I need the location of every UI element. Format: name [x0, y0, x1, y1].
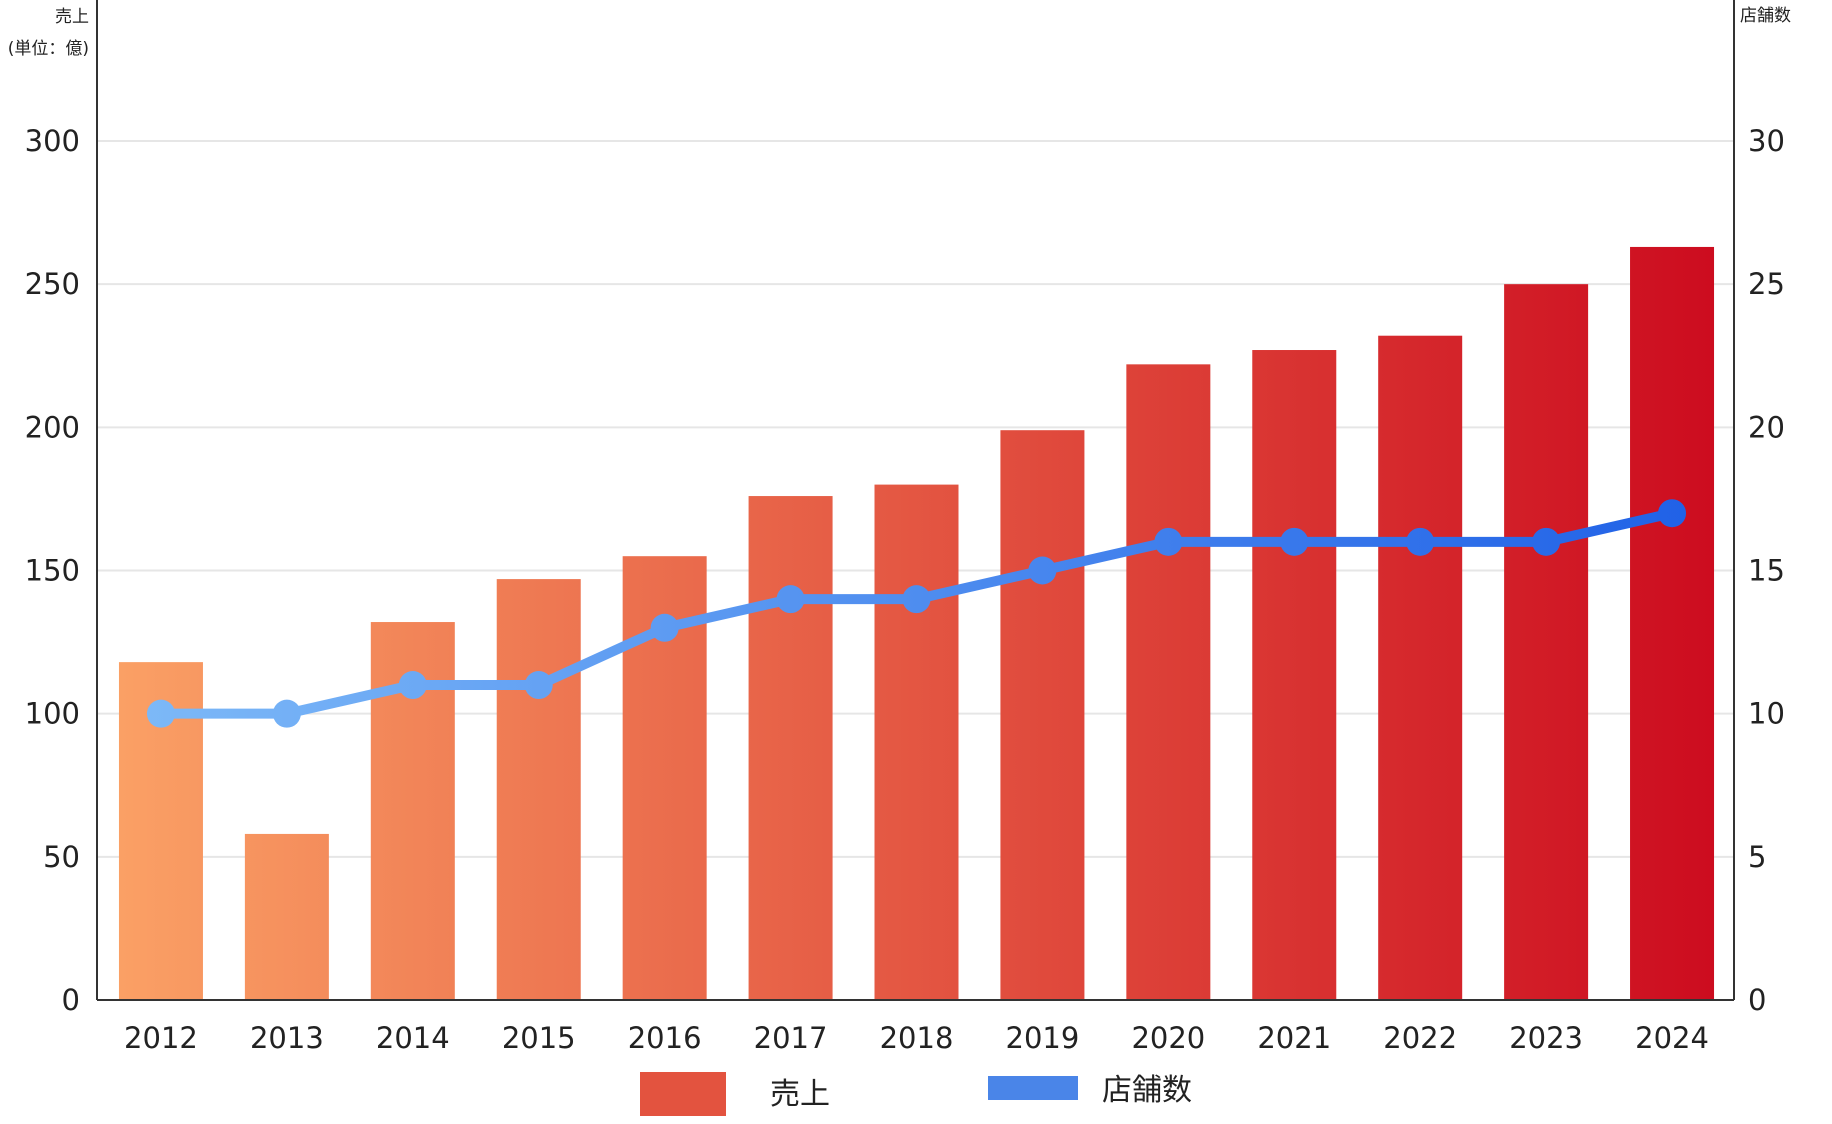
bar	[1378, 335, 1463, 1000]
line-point	[1406, 527, 1435, 556]
line-point	[776, 585, 805, 614]
left-tick-label: 250	[25, 267, 80, 301]
bar	[1126, 364, 1211, 1001]
x-tick-label: 2018	[880, 1021, 954, 1055]
x-tick-label: 2019	[1006, 1021, 1080, 1055]
tick-labels: 0 50 100 150 200 250 300 0 5 10 15 20 25 30 2012 2013 20…	[25, 124, 1785, 1055]
legend-swatch-stores	[988, 1076, 1078, 1100]
x-tick-label: 2022	[1383, 1021, 1457, 1055]
line-point	[1658, 499, 1687, 528]
left-tick-label: 100	[25, 697, 80, 731]
legend-label-sales: 売上	[770, 1077, 830, 1112]
right-tick-label: 15	[1748, 554, 1785, 588]
x-tick-label: 2017	[754, 1021, 828, 1055]
left-tick-label: 150	[25, 554, 80, 588]
x-tick-label: 2021	[1257, 1021, 1331, 1055]
line-point	[902, 585, 931, 614]
x-tick-label: 2023	[1509, 1021, 1583, 1055]
line-point	[1028, 556, 1057, 585]
line-point	[398, 671, 427, 700]
legend-label-stores: 店舗数	[1102, 1073, 1192, 1108]
line-point	[1280, 527, 1309, 556]
x-tick-label: 2024	[1635, 1021, 1709, 1055]
x-tick-label: 2015	[502, 1021, 576, 1055]
left-tick-label: 50	[43, 840, 80, 874]
x-tick-label: 2012	[124, 1021, 198, 1055]
left-axis-unit: (単位：億)	[8, 39, 89, 59]
line-point	[650, 613, 679, 642]
right-axis-label: 店舗数	[1740, 6, 1791, 26]
bar	[748, 496, 833, 1000]
line-point	[272, 699, 301, 728]
left-tick-label: 0	[62, 983, 80, 1017]
x-tick-label: 2016	[628, 1021, 702, 1055]
right-tick-label: 20	[1748, 410, 1785, 444]
left-tick-label: 200	[25, 410, 80, 444]
right-tick-label: 10	[1748, 697, 1785, 731]
line-point	[524, 671, 553, 700]
bar	[1630, 246, 1715, 1000]
left-tick-label: 300	[25, 124, 80, 158]
right-tick-label: 5	[1748, 840, 1766, 874]
bar	[874, 484, 959, 1001]
x-tick-label: 2013	[250, 1021, 324, 1055]
axes	[96, 0, 1735, 1001]
bar	[496, 579, 581, 1000]
right-tick-label: 25	[1748, 267, 1785, 301]
right-tick-label: 0	[1748, 983, 1766, 1017]
line-point	[1532, 527, 1561, 556]
bar-series	[118, 246, 1715, 1001]
x-tick-label: 2020	[1131, 1021, 1205, 1055]
left-axis-label: 売上	[55, 7, 89, 27]
legend: 売上 店舗数	[640, 1072, 1192, 1116]
bar	[244, 833, 329, 1000]
line-point	[1154, 527, 1183, 556]
right-tick-label: 30	[1748, 124, 1785, 158]
bar	[1252, 350, 1337, 1001]
legend-swatch-sales	[640, 1072, 726, 1116]
line-series	[146, 499, 1687, 728]
bar	[1000, 430, 1085, 1000]
bar	[1504, 284, 1589, 1001]
x-tick-label: 2014	[376, 1021, 450, 1055]
line-point	[146, 699, 175, 728]
